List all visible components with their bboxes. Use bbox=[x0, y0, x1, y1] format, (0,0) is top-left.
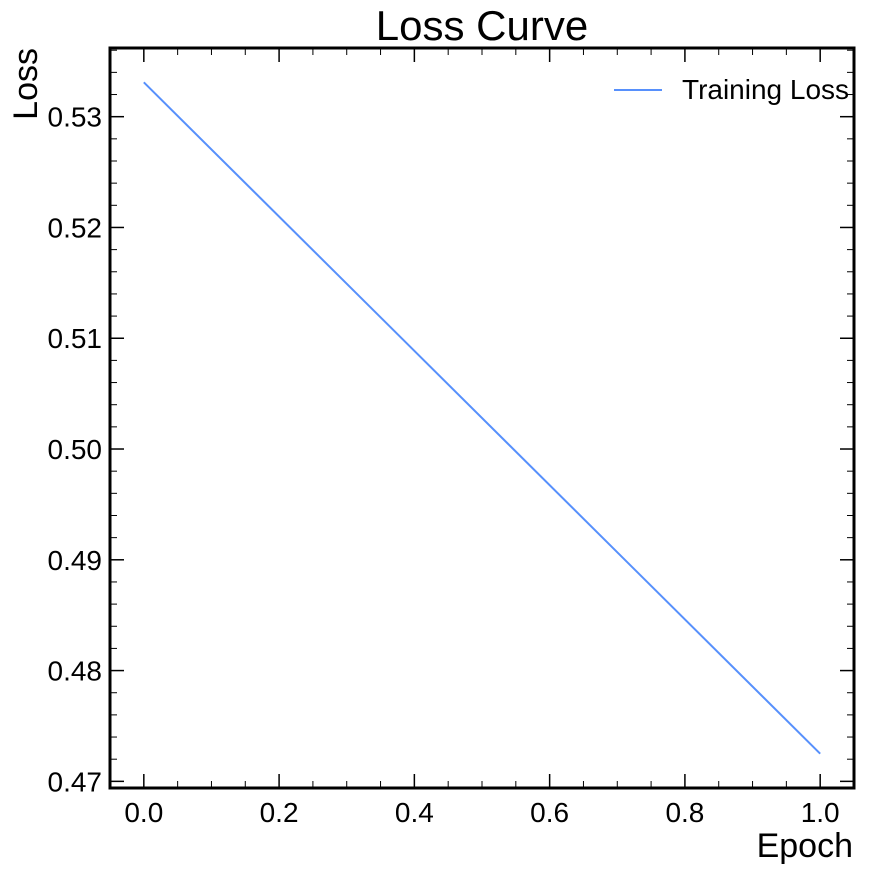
legend: Training Loss bbox=[614, 74, 849, 105]
x-tick-label: 1.0 bbox=[801, 797, 840, 828]
x-tick-label: 0.8 bbox=[665, 797, 704, 828]
series-line-training-loss bbox=[143, 81, 821, 755]
y-tick-label: 0.50 bbox=[48, 434, 103, 465]
y-tick-label: 0.51 bbox=[48, 323, 103, 354]
y-tick-label: 0.47 bbox=[48, 766, 103, 797]
y-tick-label: 0.49 bbox=[48, 545, 103, 576]
x-tick-label: 0.4 bbox=[395, 797, 434, 828]
y-tick-label: 0.52 bbox=[48, 212, 103, 243]
y-axis-ticks: 0.47 0.48 0.49 0.50 0.51 0.52 0.53 bbox=[48, 49, 854, 797]
y-axis-label: Loss bbox=[7, 48, 45, 120]
x-tick-label: 0.2 bbox=[260, 797, 299, 828]
legend-label-training-loss: Training Loss bbox=[682, 74, 849, 105]
y-tick-label: 0.48 bbox=[48, 656, 103, 687]
x-axis-ticks: 0.0 0.2 0.4 0.6 0.8 1.0 bbox=[109, 48, 855, 828]
x-axis-label: Epoch bbox=[757, 827, 853, 865]
x-tick-label: 0.6 bbox=[530, 797, 569, 828]
chart-title: Loss Curve bbox=[376, 2, 588, 49]
x-tick-label: 0.0 bbox=[124, 797, 163, 828]
y-tick-label: 0.53 bbox=[48, 102, 103, 133]
plot-area bbox=[143, 81, 821, 755]
